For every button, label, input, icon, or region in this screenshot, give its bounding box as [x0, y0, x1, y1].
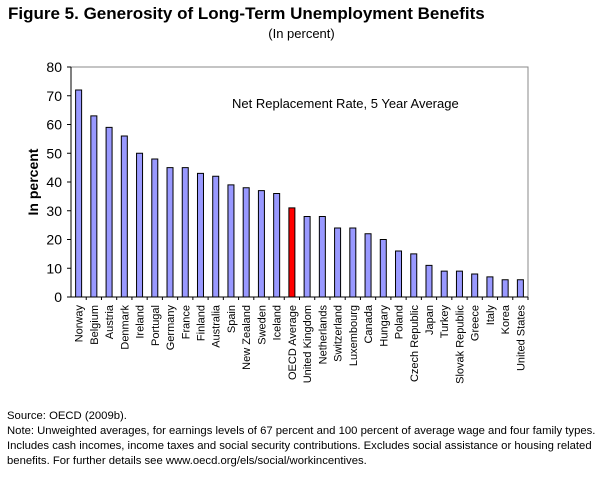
x-tick-label: Czech Republic: [409, 305, 421, 383]
y-tick-label: 10: [46, 260, 62, 276]
x-tick-label: Finland: [195, 305, 207, 341]
bar: [120, 135, 128, 298]
bar: [181, 167, 189, 298]
x-tick-label: France: [180, 305, 192, 339]
bar: [364, 233, 372, 298]
y-tick-label: 40: [46, 174, 62, 190]
bar: [136, 152, 144, 298]
bar-chart: 0 10 20 30 40 50 60 70 80 In percent Net Replaceme…: [25, 59, 529, 384]
x-tick-label: United Kingdom: [302, 305, 314, 383]
bar: [227, 184, 235, 298]
bar: [257, 190, 265, 298]
x-tick-label: Japan: [424, 305, 436, 335]
bar: [166, 167, 174, 298]
x-tick-label: Germany: [165, 305, 177, 351]
bar: [334, 227, 342, 298]
x-tick-label: New Zealand: [241, 305, 253, 370]
x-tick-label: Ireland: [135, 305, 147, 339]
y-tick-label: 80: [46, 59, 62, 75]
y-tick-label: 20: [46, 232, 62, 248]
bar: [212, 175, 220, 298]
x-tick-label: Netherlands: [317, 305, 329, 365]
notes: Source: OECD (2009b). Note: Unweighted a…: [7, 409, 603, 469]
bar: [196, 172, 204, 298]
bar: [151, 158, 159, 298]
x-tick-label: Turkey: [439, 305, 451, 339]
chart-annotation: Net Replacement Rate, 5 Year Average: [232, 96, 459, 111]
bar: [75, 89, 83, 298]
bar: [455, 270, 463, 298]
x-tick-label: Luxembourg: [348, 305, 360, 366]
x-tick-label: United States: [515, 305, 527, 372]
x-tick-label: Norway: [74, 305, 86, 343]
x-tick-label: Sweden: [256, 305, 268, 345]
bar: [425, 264, 433, 298]
x-tick-label: Denmark: [119, 305, 131, 350]
y-tick-label: 60: [46, 117, 62, 133]
bar: [379, 239, 387, 298]
bar: [486, 276, 494, 298]
bar: [516, 279, 524, 298]
footnote: Note: Unweighted averages, for earnings …: [7, 425, 596, 467]
y-tick-label: 70: [46, 88, 62, 104]
bar: [90, 115, 98, 298]
bar: [440, 270, 448, 298]
bar: [105, 126, 113, 298]
bar: [303, 216, 311, 298]
figure-title: Figure 5. Generosity of Long-Term Unempl…: [8, 4, 485, 23]
x-tick-label: Austria: [104, 304, 116, 339]
x-tick-label: Italy: [485, 305, 497, 326]
x-tick-label: Canada: [363, 304, 375, 343]
x-tick-label: Greece: [470, 305, 482, 341]
x-tick-label: Spain: [226, 305, 238, 333]
y-axis-label: In percent: [25, 148, 41, 215]
figure-subtitle: (In percent): [268, 26, 335, 41]
bar: [242, 187, 250, 298]
x-tick-label: Iceland: [272, 305, 284, 340]
source-note: Source: OECD (2009b).: [7, 410, 127, 422]
x-tick-label: Portugal: [150, 305, 162, 346]
bar: [318, 216, 326, 298]
x-tick-label: Slovak Republic: [454, 305, 466, 384]
bar: [395, 250, 403, 298]
y-tick-label: 50: [46, 145, 62, 161]
bar: [471, 273, 479, 298]
bar: [501, 279, 509, 298]
x-tick-label: Australia: [211, 304, 223, 348]
x-tick-label: Korea: [500, 304, 512, 334]
y-tick-label: 30: [46, 203, 62, 219]
bar: [273, 193, 281, 298]
x-tick-label: OECD Average: [287, 305, 299, 380]
x-tick-label: Hungary: [378, 305, 390, 347]
y-tick-label: 0: [54, 289, 62, 305]
x-tick-label: Switzerland: [333, 305, 345, 362]
bar: [288, 207, 296, 298]
x-tick-label: Poland: [394, 305, 406, 339]
bar: [349, 227, 357, 298]
x-tick-label: Belgium: [89, 305, 101, 345]
bar: [410, 253, 418, 298]
